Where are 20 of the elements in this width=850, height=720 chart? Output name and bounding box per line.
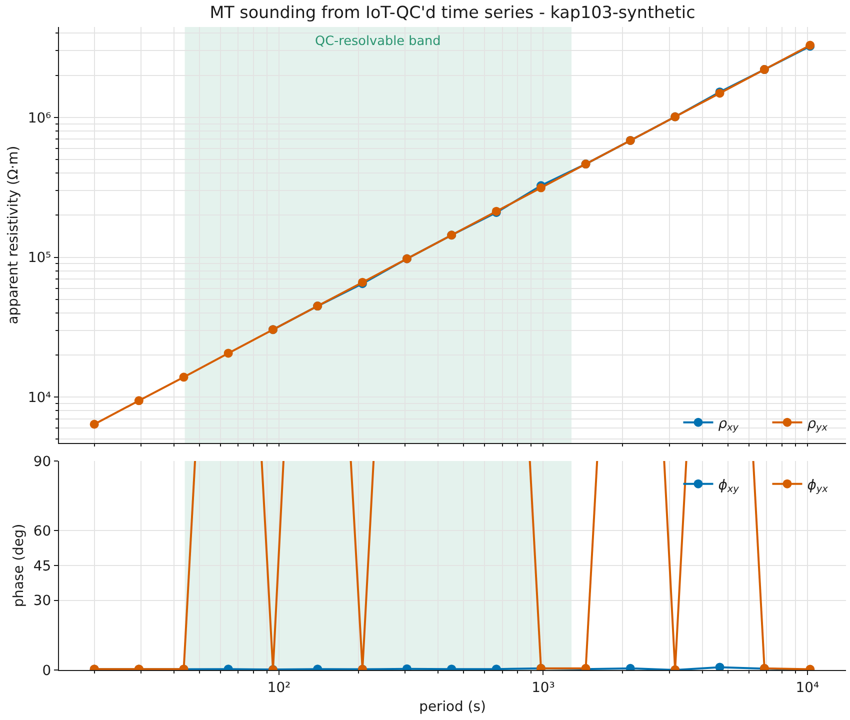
y-tick-label: 60: [33, 524, 52, 540]
x-tick-label: 10³: [532, 680, 555, 696]
y-tick-label: 90: [33, 454, 52, 470]
y-tick-label: 30: [33, 593, 52, 610]
x-axis-title: period (s): [419, 699, 486, 716]
y-tick-label: 0: [42, 662, 52, 679]
legend-label: ϕ$_{yx}$: [807, 477, 828, 496]
x-tick-label: 10²: [267, 680, 291, 696]
band-label: QC-resolvable band: [315, 34, 441, 49]
y-axis-title: apparent resistivity (Ω·m): [6, 146, 22, 324]
y-tick-label: 10⁶: [28, 110, 52, 126]
y-axis-title: phase (deg): [11, 524, 28, 608]
x-tick-label: 10⁴: [796, 680, 820, 696]
legend-label: ϕ$_{xy}$: [718, 477, 740, 496]
y-tick-label: 10⁵: [28, 250, 52, 266]
legend-label: ρ$_{yx}$: [807, 416, 828, 434]
chart-title: MT sounding from IoT-QC'd time series - kap103-synthetic: [210, 2, 696, 22]
y-tick-label: 10⁴: [28, 390, 52, 406]
legend-label: ρ$_{xy}$: [718, 416, 739, 434]
y-tick-label: 45: [33, 558, 52, 574]
